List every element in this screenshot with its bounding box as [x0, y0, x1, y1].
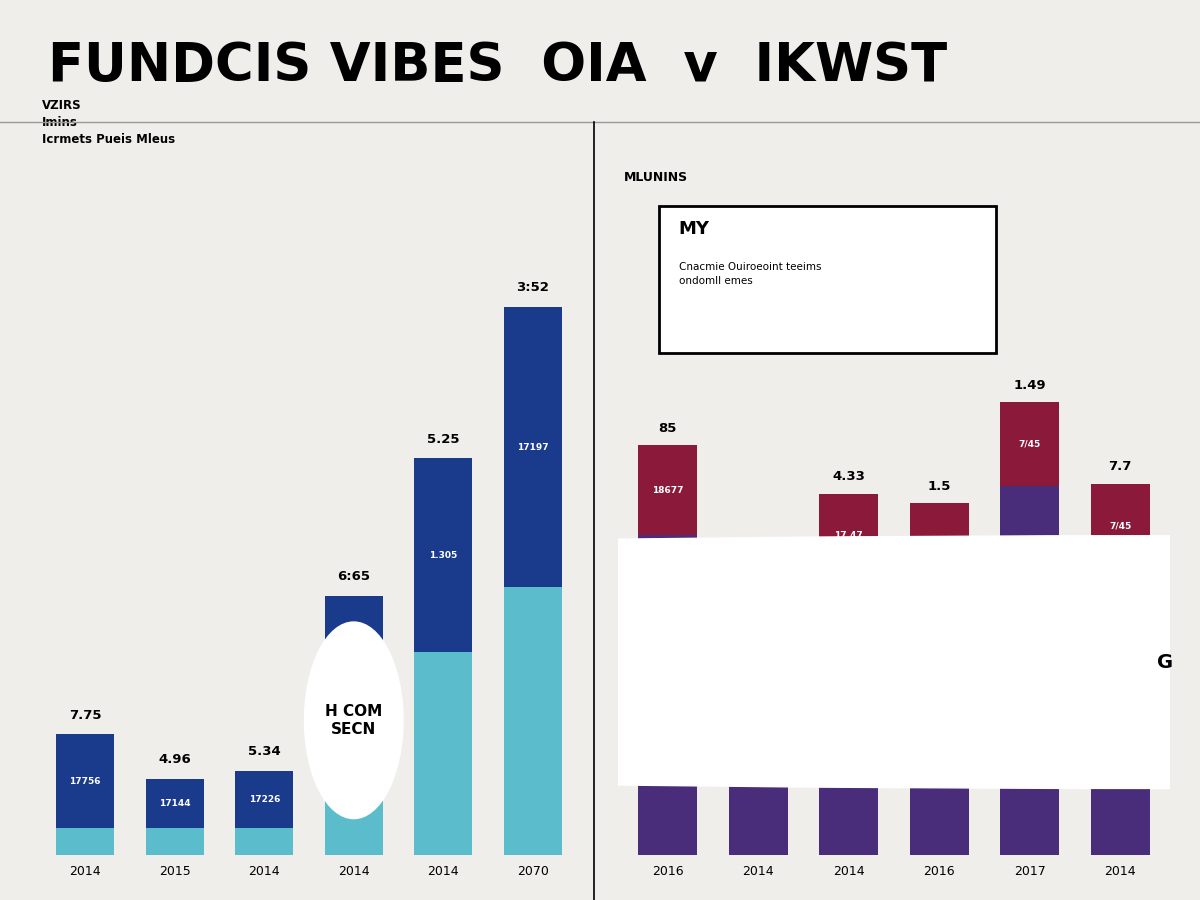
Bar: [414, 652, 473, 855]
Bar: [728, 715, 787, 855]
Bar: [820, 578, 878, 855]
Text: 1.305: 1.305: [430, 551, 457, 560]
Bar: [728, 628, 787, 715]
Bar: [504, 307, 562, 588]
Text: 17/86: 17/86: [744, 667, 773, 676]
Text: 5.34: 5.34: [248, 745, 281, 759]
Bar: [504, 588, 562, 855]
Text: 17.47: 17.47: [834, 531, 863, 540]
Text: 4.33: 4.33: [833, 470, 865, 483]
Bar: [1001, 402, 1060, 486]
Ellipse shape: [305, 622, 403, 819]
FancyBboxPatch shape: [660, 205, 996, 353]
Bar: [145, 778, 204, 828]
Bar: [145, 828, 204, 855]
Text: 4.96: 4.96: [158, 753, 191, 766]
Text: 17197: 17197: [517, 443, 548, 452]
Bar: [56, 828, 114, 855]
Text: 85: 85: [659, 422, 677, 435]
Text: 7745: 7745: [341, 661, 366, 670]
Text: FUNDCIS VIBES  OIA  v  IKWST: FUNDCIS VIBES OIA v IKWST: [48, 40, 947, 93]
Text: 1.49: 1.49: [1014, 379, 1046, 392]
Bar: [910, 503, 968, 587]
Text: 6:65: 6:65: [337, 571, 371, 583]
Text: 17226: 17226: [924, 540, 955, 549]
Circle shape: [0, 536, 1200, 788]
Bar: [638, 446, 697, 536]
Bar: [910, 587, 968, 855]
Text: Cnacmie Ouiroeoint teeims
ondomll emes: Cnacmie Ouiroeoint teeims ondomll emes: [679, 262, 821, 286]
Text: MLUNINS: MLUNINS: [624, 171, 688, 184]
Text: 7.75: 7.75: [68, 708, 102, 722]
Bar: [1091, 568, 1150, 855]
Text: VZIRS
Imins
Icrmets Pueis Mleus: VZIRS Imins Icrmets Pueis Mleus: [42, 99, 175, 146]
Text: 18677: 18677: [652, 486, 684, 495]
Bar: [1091, 484, 1150, 568]
Bar: [325, 734, 383, 855]
Bar: [325, 596, 383, 734]
Bar: [638, 536, 697, 855]
Text: 3:52: 3:52: [516, 281, 550, 294]
Text: 4.7: 4.7: [746, 605, 770, 618]
Bar: [1001, 486, 1060, 855]
Text: 5.25: 5.25: [427, 433, 460, 446]
Text: MY: MY: [679, 220, 709, 238]
Text: 17144: 17144: [158, 799, 191, 808]
Bar: [56, 734, 114, 828]
Text: 7.7: 7.7: [1109, 461, 1132, 473]
Bar: [820, 493, 878, 578]
Text: 17226: 17226: [248, 795, 280, 804]
Text: G: G: [1158, 652, 1174, 671]
Text: H COM
SECN: H COM SECN: [325, 704, 383, 736]
Text: 1.5: 1.5: [928, 480, 950, 492]
Text: 17756: 17756: [70, 777, 101, 786]
Bar: [235, 828, 293, 855]
Bar: [235, 771, 293, 828]
Bar: [414, 458, 473, 652]
Text: 7/45: 7/45: [1109, 521, 1132, 530]
Text: 7/45: 7/45: [1019, 439, 1040, 448]
